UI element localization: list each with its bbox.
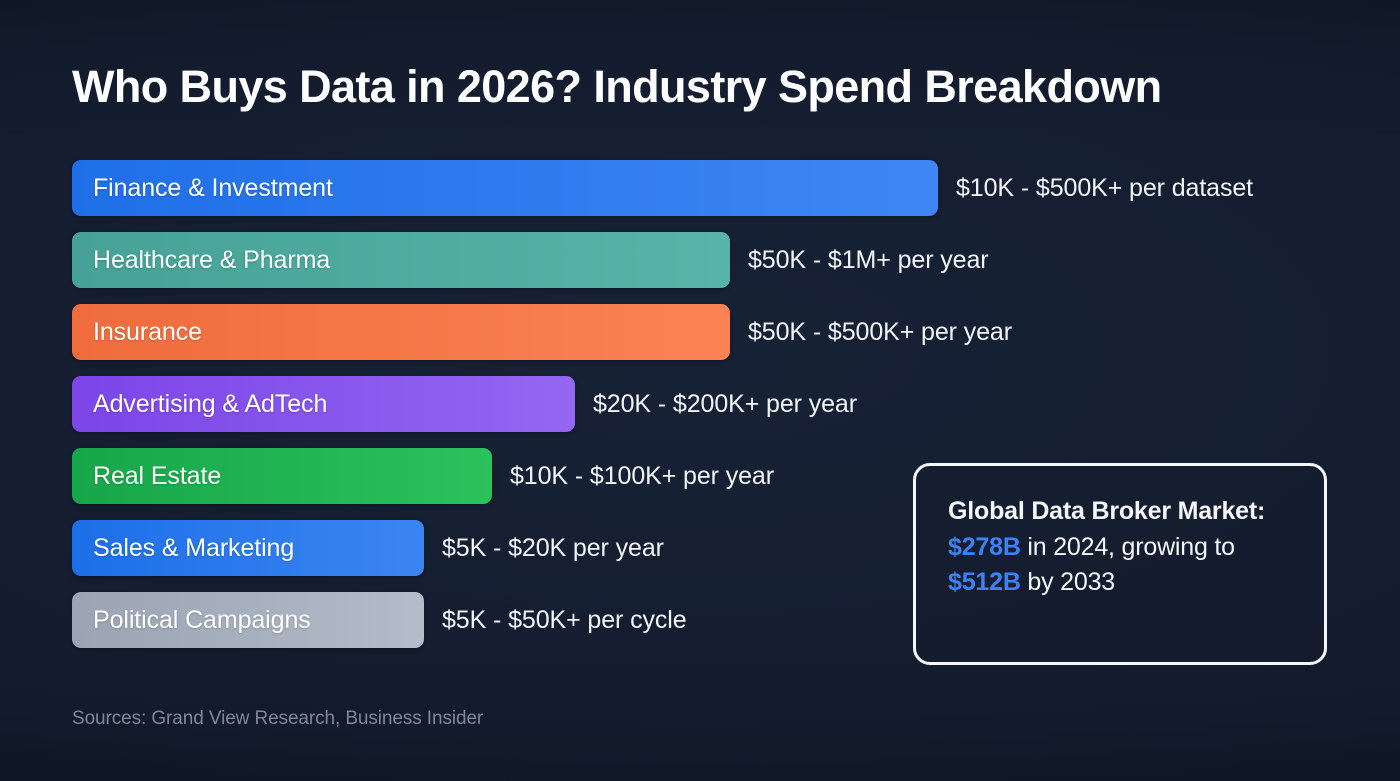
page-title: Who Buys Data in 2026? Industry Spend Br… [72,61,1162,112]
callout-tail-text: by 2033 [1027,568,1115,596]
chart-bar-label: Finance & Investment [93,173,333,202]
chart-bar-label: Advertising & AdTech [93,389,328,418]
chart-bar-label: Healthcare & Pharma [93,245,331,274]
chart-row: Healthcare & Pharma $50K - $1M+ per year [72,232,1328,289]
callout-value-2033: $512B [948,568,1021,596]
chart-row: Insurance $50K - $500K+ per year [72,304,1328,361]
callout-text: Global Data Broker Market: $278B in 2024… [948,494,1294,601]
chart-row: Finance & Investment $10K - $500K+ per da… [72,160,1328,217]
chart-bar-label: Sales & Marketing [93,533,295,562]
chart-bar-value: $5K - $50K+ per cycle [442,605,687,634]
market-size-callout: Global Data Broker Market: $278B in 2024… [913,463,1327,665]
chart-bar: Advertising & AdTech [72,376,575,433]
chart-bar: Sales & Marketing [72,520,424,577]
chart-bar-value: $5K - $20K per year [442,533,664,562]
industry-spend-bar-chart: Finance & Investment $10K - $500K+ per da… [72,160,1328,649]
chart-bar-value: $20K - $200K+ per year [593,389,857,418]
chart-bar: Political Campaigns [72,592,424,649]
callout-value-2024: $278B [948,532,1021,561]
chart-bar-label: Political Campaigns [93,605,311,634]
chart-bar-label: Insurance [93,317,202,346]
chart-row: Real Estate $10K - $100K+ per year [72,448,1328,505]
chart-bar: Insurance [72,304,730,361]
chart-bar: Healthcare & Pharma [72,232,730,289]
chart-bar-value: $10K - $100K+ per year [510,461,774,490]
chart-bar: Real Estate [72,448,492,505]
chart-bar: Finance & Investment [72,160,938,217]
callout-mid-text: in 2024, growing to [1027,532,1235,561]
sources-note: Sources: Grand View Research, Business I… [72,708,484,729]
chart-row: Sales & Marketing $5K - $20K per year [72,520,1328,577]
chart-bar-value: $50K - $500K+ per year [748,317,1012,346]
chart-row: Advertising & AdTech $20K - $200K+ per ye… [72,376,1328,433]
chart-bar-label: Real Estate [93,461,222,490]
chart-row: Political Campaigns $5K - $50K+ per cycle [72,592,1328,649]
callout-lead: Global Data Broker Market: [948,497,1266,525]
chart-bar-value: $50K - $1M+ per year [748,245,989,274]
chart-bar-value: $10K - $500K+ per dataset [956,173,1254,202]
